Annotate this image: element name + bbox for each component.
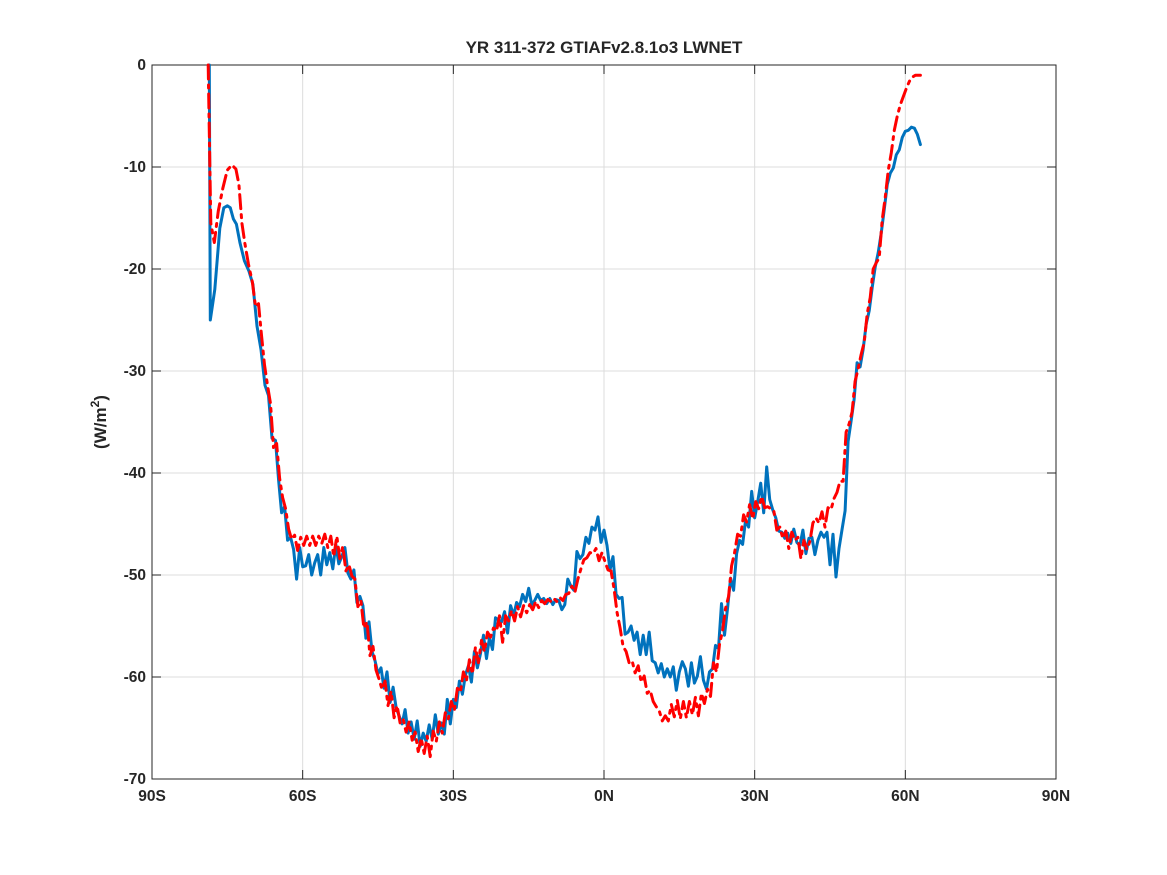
x-gridlines (151, 65, 1057, 779)
y-axis-label-close: ) (91, 395, 110, 401)
y-tick-label: -70 (124, 771, 146, 788)
y-axis-label: (W/m2) (88, 395, 110, 449)
x-tick-label: 60N (891, 788, 919, 805)
y-tick-label: -30 (124, 363, 146, 380)
x-tick-label: 90S (138, 788, 166, 805)
y-tick-label: -20 (124, 261, 146, 278)
axis-ticks (151, 64, 1057, 780)
y-tick-label: -50 (124, 567, 146, 584)
chart-title: YR 311-372 GTIAFv2.8.1o3 LWNET (466, 38, 743, 57)
x-tick-label: 0N (594, 788, 614, 805)
y-tick-labels: -70 -60 -50 -40 -30 -20 -10 0 (124, 57, 146, 788)
y-axis-label-main: (W/m (91, 407, 110, 449)
x-tick-label: 30S (440, 788, 468, 805)
y-axis-label-superscript: 2 (88, 400, 102, 407)
x-tick-label: 90N (1042, 788, 1070, 805)
series-layer (206, 63, 922, 759)
y-gridlines (152, 64, 1056, 780)
y-tick-label: -10 (124, 159, 146, 176)
y-tick-label: -40 (124, 465, 146, 482)
x-tick-label: 30N (740, 788, 768, 805)
series-line-2 (206, 63, 922, 759)
y-tick-label: -60 (124, 669, 146, 686)
x-tick-labels: 90S 60S 30S 0N 30N 60N 90N (138, 788, 1070, 805)
y-tick-label: 0 (137, 57, 146, 74)
x-tick-label: 60S (289, 788, 317, 805)
